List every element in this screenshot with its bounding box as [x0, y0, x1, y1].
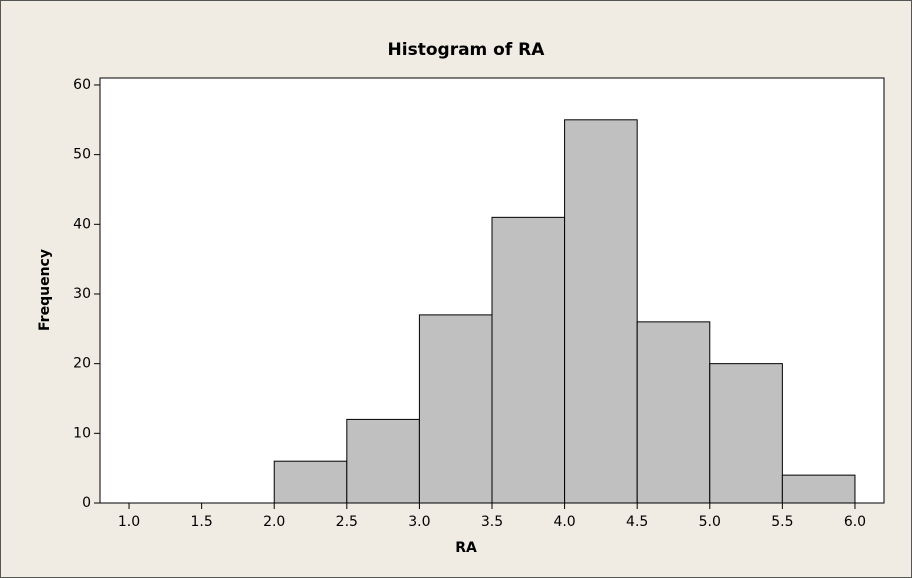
bar — [418, 314, 493, 504]
x-tick-label: 1.5 — [190, 514, 212, 530]
y-tick-label: 10 — [73, 425, 91, 441]
y-tick-label: 60 — [73, 77, 91, 93]
bar — [564, 119, 638, 504]
x-tick-label: 4.0 — [553, 514, 575, 530]
x-tick-label: 2.0 — [263, 514, 285, 530]
x-tick-label: 5.5 — [771, 514, 793, 530]
y-tick-label: 40 — [73, 216, 91, 232]
y-tick-label: 30 — [73, 286, 91, 302]
x-tick-label: 6.0 — [844, 514, 866, 530]
y-axis-label: Frequency — [37, 249, 53, 331]
y-tick-label: 50 — [73, 147, 91, 163]
x-tick-label: 4.5 — [626, 514, 648, 530]
x-axis-label: RA — [455, 540, 477, 556]
chart-title: Histogram of RA — [388, 40, 546, 60]
x-tick-label: 2.5 — [336, 514, 358, 530]
x-tick-label: 5.0 — [699, 514, 721, 530]
y-tick-label: 20 — [73, 356, 91, 372]
x-tick-label: 3.0 — [408, 514, 430, 530]
bar — [781, 474, 856, 504]
bar — [636, 321, 711, 504]
bar — [491, 216, 566, 504]
bar — [709, 363, 783, 504]
bar — [273, 460, 348, 504]
plot-frame — [99, 77, 885, 504]
bar — [346, 418, 420, 504]
y-tick-label: 0 — [82, 495, 91, 511]
x-tick-label: 1.0 — [118, 514, 140, 530]
x-tick-label: 3.5 — [481, 514, 503, 530]
